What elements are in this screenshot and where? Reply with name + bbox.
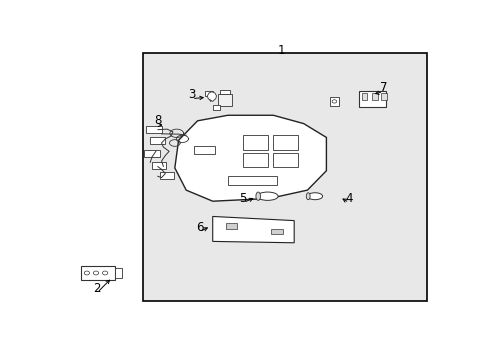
Bar <box>225 223 237 229</box>
Bar <box>146 126 162 133</box>
Circle shape <box>84 271 89 275</box>
Circle shape <box>331 100 336 103</box>
Polygon shape <box>212 216 294 243</box>
Ellipse shape <box>255 192 260 201</box>
Text: 5: 5 <box>239 192 246 205</box>
Ellipse shape <box>307 193 322 200</box>
Bar <box>358 91 385 107</box>
Polygon shape <box>175 115 326 201</box>
Bar <box>218 94 231 105</box>
Text: 7: 7 <box>379 81 386 94</box>
Bar <box>144 150 159 157</box>
Bar <box>329 97 338 105</box>
Text: 6: 6 <box>195 221 203 234</box>
Bar <box>227 176 277 185</box>
Bar <box>220 90 229 94</box>
Text: 3: 3 <box>188 88 195 101</box>
Bar <box>361 93 366 100</box>
Bar <box>243 153 267 167</box>
Bar <box>193 146 214 154</box>
Ellipse shape <box>257 192 278 201</box>
Ellipse shape <box>305 193 309 200</box>
Bar <box>142 53 426 301</box>
Bar <box>271 229 282 234</box>
Bar <box>115 268 122 278</box>
Bar <box>371 93 377 100</box>
Circle shape <box>102 271 107 275</box>
Bar <box>152 162 165 169</box>
Bar <box>273 153 297 167</box>
Bar <box>150 138 164 144</box>
Bar <box>273 135 297 150</box>
Bar <box>159 172 174 179</box>
Polygon shape <box>207 92 216 102</box>
Text: 2: 2 <box>93 282 101 295</box>
Bar <box>212 105 219 110</box>
Bar <box>81 266 115 280</box>
Text: 4: 4 <box>345 192 352 205</box>
Text: 8: 8 <box>154 114 161 127</box>
Bar <box>243 135 267 150</box>
Bar <box>381 93 386 100</box>
Text: 1: 1 <box>277 44 284 57</box>
Bar <box>205 91 213 96</box>
Circle shape <box>93 271 99 275</box>
